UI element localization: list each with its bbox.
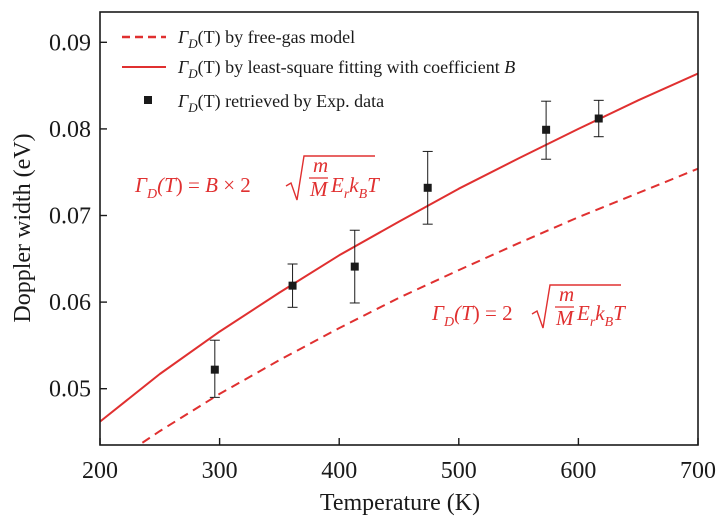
legend-square-swatch bbox=[144, 96, 152, 104]
y-axis-title: Doppler width (eV) bbox=[10, 133, 36, 322]
sqrt-sign-fit bbox=[285, 155, 375, 201]
x-tick-label: 400 bbox=[321, 458, 357, 484]
legend-label-fit: ΓD(T) by least-square fitting with coeff… bbox=[177, 57, 515, 81]
ticks-layer: 200 300 400 500 600 700 0.05 0.06 0.07 0.08 0.09 bbox=[49, 30, 716, 484]
data-point bbox=[350, 262, 359, 271]
data-point bbox=[423, 183, 432, 192]
svg-text:ΓD(T) = B × 2: ΓD(T) = B × 2 bbox=[134, 173, 251, 202]
svg-text:m: m bbox=[313, 153, 328, 177]
y-tick-label: 0.09 bbox=[49, 30, 91, 56]
data-point bbox=[210, 365, 219, 374]
x-tick-label: 600 bbox=[560, 458, 596, 484]
x-axis-title: Temperature (K) bbox=[320, 490, 480, 516]
x-tick-label: 200 bbox=[82, 458, 118, 484]
fit-line bbox=[100, 72, 698, 423]
svg-text:m: m bbox=[559, 282, 574, 306]
legend: ΓD(T) by free-gas model ΓD(T) by least-s… bbox=[122, 27, 515, 115]
svg-text:M: M bbox=[555, 306, 575, 330]
y-tick-label: 0.06 bbox=[49, 290, 91, 316]
svg-text:ΓD(T) = 2: ΓD(T) = 2 bbox=[431, 301, 513, 330]
svg-text:ErkBT: ErkBT bbox=[576, 301, 626, 330]
y-tick-label: 0.07 bbox=[49, 204, 91, 230]
sqrt-sign-free-gas bbox=[531, 284, 621, 329]
data-point bbox=[542, 125, 551, 134]
legend-label-exp: ΓD(T) retrieved by Exp. data bbox=[177, 91, 384, 115]
svg-text:M: M bbox=[309, 177, 329, 201]
series-layer bbox=[100, 72, 698, 445]
y-tick-label: 0.08 bbox=[49, 117, 91, 143]
equation-fit: ΓD(T) = B × 2 m M ErkBT bbox=[134, 153, 380, 202]
points-layer bbox=[209, 99, 604, 398]
data-point bbox=[288, 281, 297, 290]
data-point bbox=[594, 114, 603, 123]
legend-label-free-gas: ΓD(T) by free-gas model bbox=[177, 27, 355, 51]
plot-frame bbox=[99, 11, 699, 446]
x-tick-label: 500 bbox=[441, 458, 477, 484]
x-tick-label: 300 bbox=[202, 458, 238, 484]
x-tick-label: 700 bbox=[680, 458, 716, 484]
equation-free-gas: ΓD(T) = 2 m M ErkBT bbox=[431, 282, 626, 330]
svg-text:ErkBT: ErkBT bbox=[330, 173, 380, 202]
free-gas-model-line bbox=[137, 167, 698, 445]
y-tick-label: 0.05 bbox=[49, 377, 91, 403]
